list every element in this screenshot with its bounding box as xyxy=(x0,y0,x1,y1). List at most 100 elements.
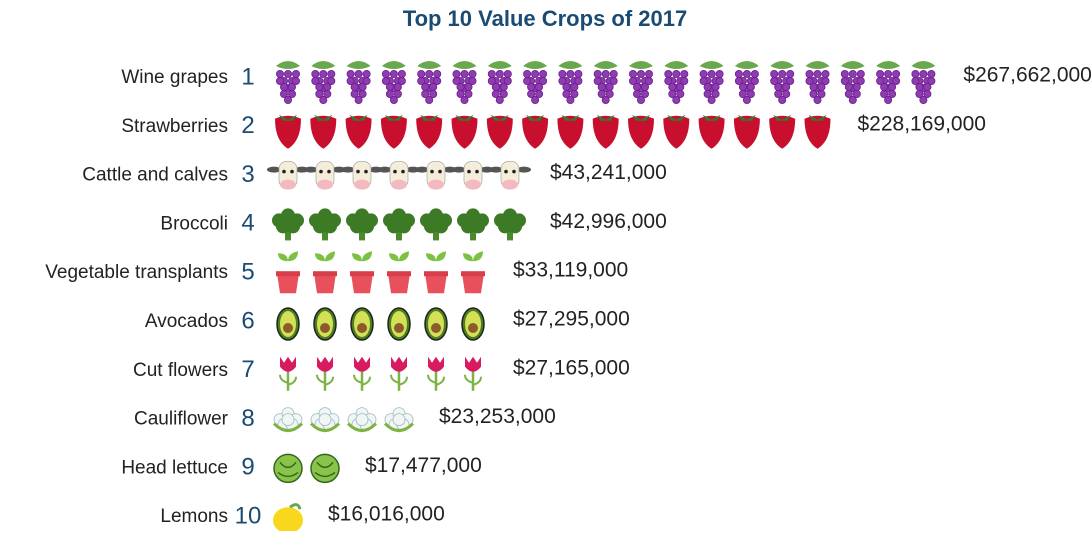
icon xyxy=(311,454,339,482)
icon-part xyxy=(319,170,323,174)
icon-part xyxy=(716,70,723,77)
icon-part xyxy=(390,70,397,77)
icon xyxy=(876,61,900,104)
icon-part xyxy=(463,251,483,271)
icon-part xyxy=(273,507,303,531)
icon-part xyxy=(398,70,405,77)
value-label: $16,016,000 xyxy=(328,503,445,526)
icon-part xyxy=(428,357,444,372)
icon xyxy=(354,357,370,391)
icon-part xyxy=(594,70,601,77)
icon-part xyxy=(806,61,830,69)
icon xyxy=(310,115,336,149)
category-label: Cauliflower xyxy=(134,409,229,430)
rank-label: 7 xyxy=(241,356,254,383)
icon-part xyxy=(700,61,724,69)
icon-part xyxy=(893,70,900,77)
icon-part xyxy=(354,357,370,372)
icon-part xyxy=(488,70,495,77)
icon-part xyxy=(775,83,782,90)
icon-part xyxy=(523,61,547,69)
category-label: Lemons xyxy=(160,506,228,527)
icon-part xyxy=(467,170,471,174)
value-label: $42,996,000 xyxy=(550,210,667,233)
icon xyxy=(629,61,653,104)
icon xyxy=(628,115,654,149)
icon-part xyxy=(920,70,927,77)
icon xyxy=(382,61,406,104)
icon xyxy=(594,61,618,104)
icon-part xyxy=(282,170,286,174)
icon-part xyxy=(311,61,335,69)
icon-part xyxy=(540,70,547,77)
icon-part xyxy=(426,96,433,103)
icon-part xyxy=(629,70,636,77)
icon-part xyxy=(559,70,566,77)
icon-part xyxy=(276,61,300,69)
icon-part xyxy=(357,323,367,333)
icon xyxy=(593,115,619,149)
icon-part xyxy=(502,180,518,190)
icon-part xyxy=(359,83,366,90)
icon-row xyxy=(276,61,935,104)
icon xyxy=(911,61,935,104)
page: Top 10 Value Crops of 2017 Wine grapes1$… xyxy=(0,0,1091,536)
icon-part xyxy=(841,70,848,77)
value-label: $27,295,000 xyxy=(513,308,630,331)
category-label: Head lettuce xyxy=(121,457,228,478)
icon-part xyxy=(316,83,323,90)
icon-part xyxy=(512,170,516,174)
icon-part xyxy=(438,170,442,174)
rank-label: 8 xyxy=(241,405,254,432)
category-label: Vegetable transplants xyxy=(45,262,228,283)
icon-part xyxy=(787,70,794,77)
icon xyxy=(700,61,724,104)
icon-part xyxy=(885,70,892,77)
value-label: $17,477,000 xyxy=(365,454,482,477)
icon xyxy=(311,408,339,431)
icon xyxy=(346,115,372,149)
icon-part xyxy=(567,96,574,103)
icon-part xyxy=(504,70,511,77)
icon-part xyxy=(457,83,464,90)
icon-part xyxy=(323,219,337,233)
icon xyxy=(309,208,341,240)
icon-part xyxy=(418,70,425,77)
icon-part xyxy=(928,70,935,77)
icon-row xyxy=(276,251,485,293)
icon-part xyxy=(712,83,719,90)
icon-part xyxy=(814,70,821,77)
icon-part xyxy=(889,83,896,90)
icon-part xyxy=(424,271,448,276)
icon-part xyxy=(876,61,900,69)
icon xyxy=(311,61,335,104)
icon-part xyxy=(317,180,333,190)
icon-part xyxy=(317,357,333,372)
icon-part xyxy=(602,96,609,103)
icon-part xyxy=(313,271,337,276)
icon xyxy=(735,61,759,104)
icon-part xyxy=(704,83,711,90)
icon-part xyxy=(350,271,374,276)
icon xyxy=(341,162,383,190)
icon-part xyxy=(924,83,931,90)
icon-part xyxy=(665,70,672,77)
icon-part xyxy=(290,170,294,174)
icon xyxy=(383,208,415,240)
icon xyxy=(523,61,547,104)
icon xyxy=(267,162,309,190)
icon-part xyxy=(394,83,401,90)
icon-part xyxy=(347,70,354,77)
icon xyxy=(488,61,512,104)
category-label: Cattle and calves xyxy=(82,165,228,186)
icon xyxy=(417,61,441,104)
icon xyxy=(381,115,407,149)
icon-part xyxy=(391,180,407,190)
icon-part xyxy=(669,83,676,90)
icon-row xyxy=(277,308,484,340)
icon-part xyxy=(857,70,864,77)
icon-part xyxy=(571,83,578,90)
icon xyxy=(388,308,410,340)
icon-part xyxy=(779,70,786,77)
icon-part xyxy=(320,70,327,77)
